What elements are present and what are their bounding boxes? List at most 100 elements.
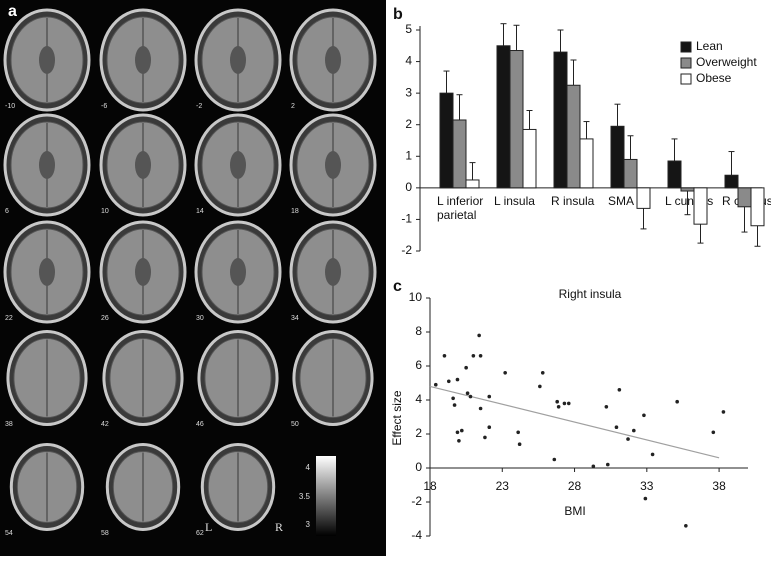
point [675, 399, 679, 404]
slice-label: 46 [196, 421, 204, 428]
bar [693, 187, 708, 225]
point [446, 379, 451, 384]
ventricle [39, 258, 55, 286]
colorbar-tick-label: 4 [306, 463, 311, 472]
slice-label: 6 [5, 208, 9, 215]
slice-label: 26 [101, 315, 109, 322]
point [721, 410, 726, 414]
point [517, 442, 522, 447]
x-tick-label-box: L insula [494, 193, 535, 208]
point [555, 399, 559, 404]
x-tick-label-box: R insula [551, 193, 595, 208]
slice-label: 30 [196, 315, 204, 322]
bar [553, 51, 568, 189]
y-tick-label: 0 [405, 180, 412, 194]
x-tick-label-box: SMA [608, 193, 635, 208]
x-tick-label: R insula [551, 193, 595, 208]
y-tick-label: 2 [415, 426, 422, 440]
point [452, 403, 457, 407]
bar [579, 138, 594, 189]
ventricle [230, 151, 246, 179]
point [465, 391, 470, 396]
y-tick-label: 4 [415, 392, 422, 406]
point [562, 401, 567, 406]
x-tick-label: SMA [608, 193, 635, 208]
point [487, 425, 492, 430]
y-tick-label: 2 [405, 117, 412, 131]
x-axis-label: BMI [564, 504, 585, 518]
y-tick-label: 10 [409, 290, 423, 304]
ventricle [135, 46, 151, 74]
x-tick-label: L inferior parietal [437, 193, 484, 222]
ventricle [39, 46, 55, 74]
chart-title: Right insula [559, 287, 622, 301]
bar [465, 179, 480, 189]
point [503, 371, 507, 375]
slice-label: 62 [196, 530, 204, 537]
panel-label: b [393, 6, 403, 23]
x-tick-label: 18 [423, 479, 437, 493]
point [442, 354, 447, 358]
point [642, 413, 646, 418]
point [457, 439, 461, 443]
legend-label: Lean [696, 39, 723, 53]
point [477, 333, 481, 338]
point [478, 406, 483, 411]
point [711, 430, 716, 435]
x-tick-label: 23 [496, 479, 510, 493]
point [626, 437, 630, 441]
x-tick-label: 38 [712, 479, 726, 493]
bar [610, 125, 625, 189]
point [591, 464, 596, 469]
y-tick-label: 3 [405, 85, 412, 99]
y-tick-label: 0 [415, 460, 422, 474]
slice-label: 42 [101, 421, 109, 428]
x-tick-label-box: L inferior parietal [437, 193, 484, 222]
colorbar-tick-label: 3.5 [299, 492, 311, 501]
legend-swatch [680, 57, 692, 69]
point [540, 371, 545, 375]
legend-label: Overweight [696, 55, 757, 69]
point [471, 354, 476, 358]
slice-label: -2 [196, 103, 202, 110]
point [684, 524, 688, 528]
point [650, 452, 655, 457]
point [455, 377, 460, 382]
orientation-label: L [205, 520, 212, 534]
point [433, 382, 438, 387]
slice-label: 58 [101, 530, 109, 537]
slice-label: 18 [291, 208, 299, 215]
y-tick-label: 5 [405, 22, 412, 36]
point [460, 428, 464, 433]
point [566, 401, 571, 406]
point [632, 428, 636, 433]
y-tick-label: 8 [415, 324, 422, 338]
legend-swatch [680, 41, 692, 53]
slice-label: 38 [5, 421, 13, 428]
bar [566, 84, 581, 189]
ventricle [325, 46, 341, 74]
slice-label: -10 [5, 103, 15, 110]
point [516, 430, 520, 435]
point [552, 457, 557, 462]
orientation-label: R [275, 520, 283, 534]
panel-label: c [393, 278, 402, 295]
ventricle [230, 46, 246, 74]
bar [737, 187, 752, 208]
point [464, 365, 468, 370]
bar [623, 158, 638, 189]
y-tick-label: -2 [411, 494, 422, 508]
bar [750, 187, 765, 227]
y-tick-label: 4 [405, 54, 412, 68]
slice-label: 10 [101, 208, 109, 215]
slice-label: 2 [291, 103, 295, 110]
point [538, 384, 542, 389]
point [604, 405, 609, 409]
x-tick-label: L insula [494, 193, 535, 208]
ventricle [230, 258, 246, 286]
slice-label: 54 [5, 530, 13, 537]
point [556, 405, 561, 409]
bar [452, 119, 467, 189]
